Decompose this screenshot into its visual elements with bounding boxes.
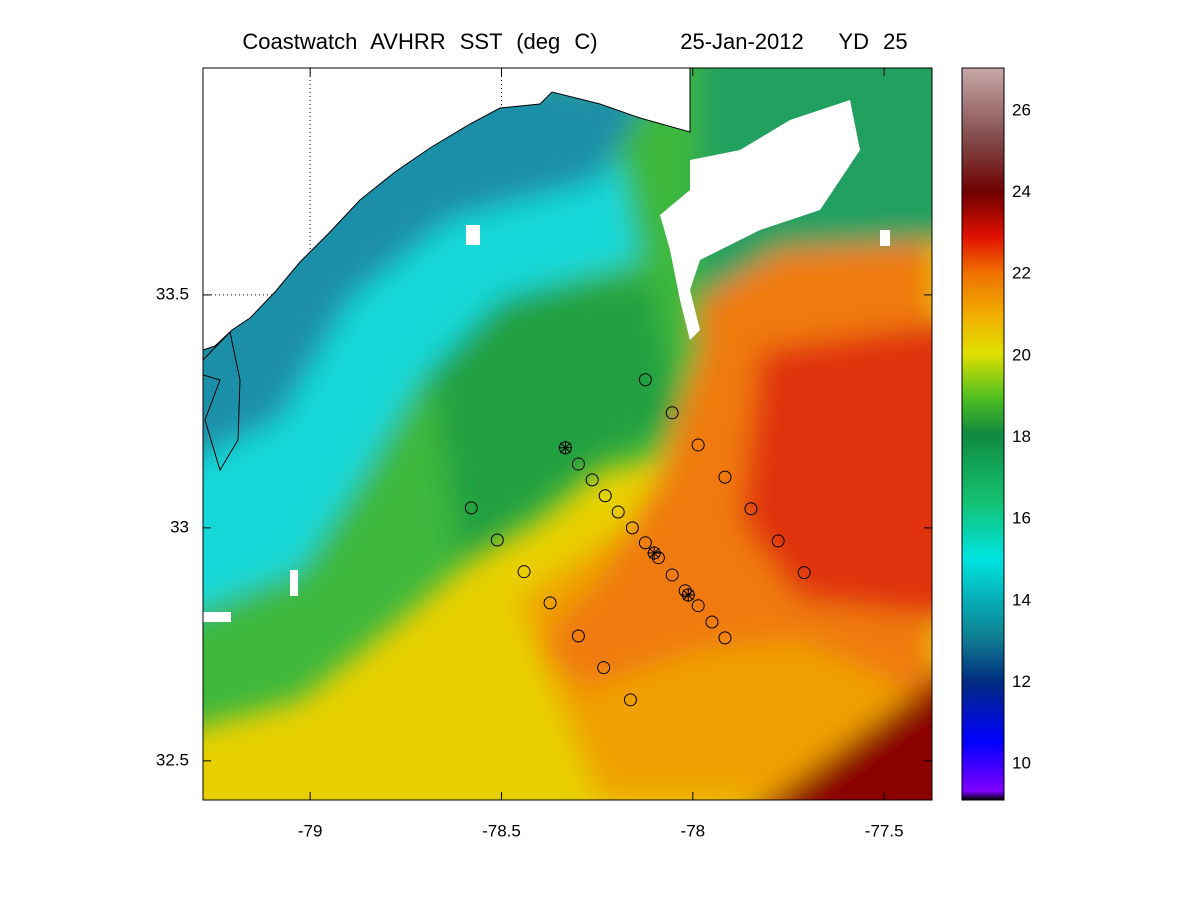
station — [718, 631, 732, 645]
station-star — [647, 546, 662, 561]
station — [611, 505, 625, 519]
station — [490, 533, 504, 547]
y-tick-label: 33.5 — [156, 284, 189, 303]
station — [665, 568, 679, 582]
station-star — [558, 440, 573, 455]
station — [464, 501, 478, 515]
plot-frame — [202, 67, 933, 801]
station — [771, 534, 785, 548]
colorbar-tick-label: 24 — [1012, 182, 1031, 201]
x-tick-label: -77.5 — [865, 821, 904, 840]
station — [678, 584, 692, 598]
colorbar-tick-label: 10 — [1012, 754, 1031, 773]
colorbar-tick-label: 26 — [1012, 100, 1031, 119]
colorbar-tick-label: 12 — [1012, 672, 1031, 691]
station — [705, 615, 719, 629]
station — [517, 565, 531, 579]
colorbar-tick-label: 16 — [1012, 509, 1031, 528]
colorbar-tick-label: 18 — [1012, 427, 1031, 446]
yearday: YD 25 — [838, 29, 907, 54]
station — [623, 693, 637, 707]
y-tick-label: 33 — [170, 517, 189, 536]
colorbar-tick-label: 22 — [1012, 264, 1031, 283]
stations — [464, 373, 811, 707]
colorbar-tick-label: 14 — [1012, 590, 1031, 609]
station — [665, 406, 679, 420]
y-tick-label: 32.5 — [156, 750, 189, 769]
station — [718, 470, 732, 484]
title: Coastwatch AVHRR SST (deg C) — [242, 29, 597, 54]
station — [571, 629, 585, 643]
station — [571, 457, 585, 471]
station — [638, 373, 652, 387]
station — [543, 596, 557, 610]
colorbar — [961, 67, 1005, 801]
date: 25-Jan-2012 — [680, 29, 804, 54]
station — [585, 473, 599, 487]
station — [797, 566, 811, 580]
x-tick-label: -78.5 — [482, 821, 521, 840]
station — [638, 536, 652, 550]
station — [691, 438, 705, 452]
colorbar-tick-label: 20 — [1012, 345, 1031, 364]
x-tick-label: -79 — [298, 821, 323, 840]
station — [598, 489, 612, 503]
station — [597, 661, 611, 675]
station — [625, 521, 639, 535]
axes: -79 -78.5 -78 -77.5 32.5 33 33.5 10 12 14 16 18 20 22… — [156, 68, 1031, 840]
station-star — [681, 587, 696, 602]
x-tick-label: -78 — [681, 821, 706, 840]
station — [691, 599, 705, 613]
sst-field — [203, 68, 932, 800]
station — [744, 502, 758, 516]
station — [651, 551, 665, 565]
